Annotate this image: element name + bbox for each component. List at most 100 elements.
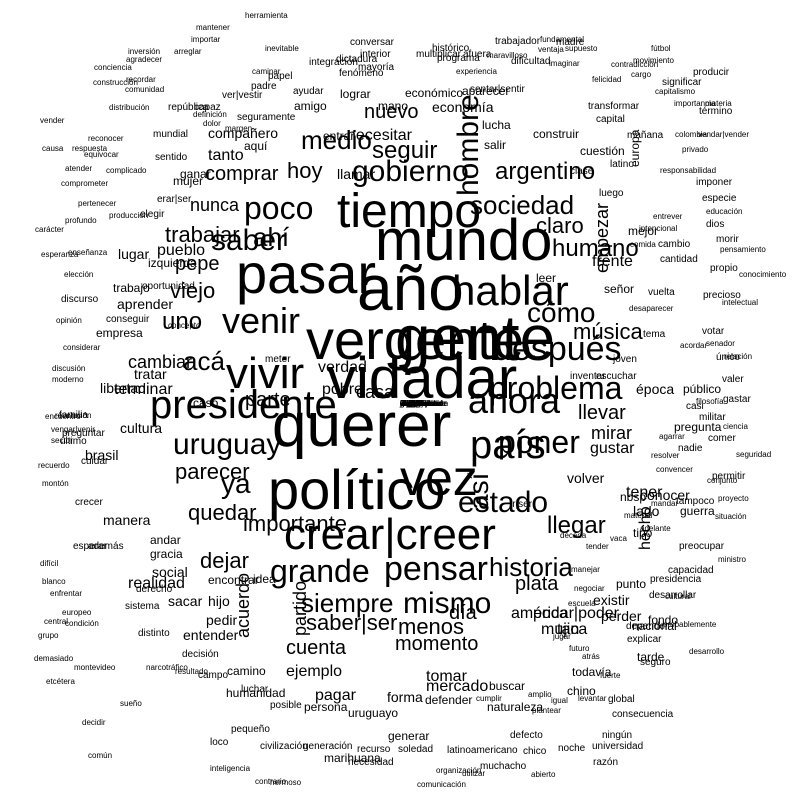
cloud-word: religión <box>400 399 426 408</box>
cloud-word: problema <box>489 370 623 406</box>
cloud-word: distinto <box>138 628 170 639</box>
cloud-word: profundo <box>65 216 97 225</box>
cloud-word: resolver <box>651 451 680 460</box>
cloud-word: enfermedad <box>400 399 443 408</box>
cloud-word: brasil <box>85 447 119 463</box>
cloud-word: reconocer <box>88 134 124 143</box>
cloud-word: sentido <box>155 152 188 163</box>
cloud-word: oportunidad <box>142 281 195 292</box>
cloud-word: hijo <box>208 593 230 609</box>
cloud-word: familia <box>59 410 88 421</box>
cloud-word: convencer <box>656 465 693 474</box>
cloud-word: programa <box>437 53 480 64</box>
cloud-word: ministro <box>718 555 747 564</box>
cloud-word: falta <box>400 399 416 408</box>
cloud-word: preguntar <box>62 428 105 439</box>
cloud-word: cultura <box>120 420 163 436</box>
cloud-word: sentir <box>400 399 420 408</box>
cloud-word: vaca <box>610 534 627 543</box>
cloud-word: momento <box>395 633 479 655</box>
cloud-word: medio <box>301 125 372 155</box>
cloud-word: árbol <box>400 399 418 408</box>
cloud-word: pueblo <box>157 242 206 259</box>
cloud-word: posible <box>270 700 302 711</box>
cloud-word: sentir <box>400 399 420 408</box>
cloud-word: erar|ser <box>157 194 192 205</box>
cloud-word: buscar <box>489 679 526 693</box>
cloud-word: público <box>683 382 722 396</box>
cloud-word: responsabilidad <box>660 166 717 175</box>
cloud-word: uruguay <box>173 428 282 461</box>
cloud-word: república <box>168 102 209 113</box>
cloud-word: relación <box>724 352 753 361</box>
cloud-word: igual <box>551 696 568 705</box>
cloud-word: consecuencia <box>612 709 674 720</box>
cloud-word: comida <box>630 240 656 249</box>
cloud-word: funcionar <box>400 399 433 408</box>
cloud-word: dale <box>400 399 416 408</box>
cloud-word: tradición <box>400 399 431 408</box>
cloud-word: corto <box>400 399 418 408</box>
cloud-word: peso <box>400 399 418 408</box>
cloud-word: juventud <box>400 399 431 408</box>
cloud-word: entrar <box>323 129 355 143</box>
cloud-word: libre <box>400 399 416 408</box>
cloud-word: demasiado <box>34 654 74 663</box>
cloud-word: lomas <box>400 399 422 408</box>
cloud-word: preocupación <box>400 399 449 408</box>
cloud-word: matar <box>400 399 421 408</box>
cloud-word: mujica <box>541 621 588 638</box>
cloud-word: ningún <box>602 730 633 741</box>
cloud-word: después <box>493 330 622 368</box>
cloud-word: tarde <box>637 650 665 664</box>
cloud-word: agarrar <box>659 432 685 441</box>
cloud-word: cerca <box>400 399 420 408</box>
cloud-word: valle <box>400 399 417 408</box>
cloud-word: naturalmente <box>400 399 447 408</box>
cloud-word: gracia <box>150 547 183 561</box>
cloud-word: capital <box>596 114 625 125</box>
cloud-word: llamar <box>337 166 376 182</box>
cloud-word: interés <box>400 399 425 408</box>
cloud-word: meter <box>265 354 291 365</box>
cloud-word: explicar <box>627 634 662 645</box>
cloud-word: gente <box>395 302 556 374</box>
cloud-word: complicado <box>106 166 147 175</box>
cloud-word: parte <box>245 389 291 411</box>
cloud-word: levantar <box>578 694 607 703</box>
cloud-word: mujer <box>173 174 204 188</box>
cloud-word: romper <box>400 399 426 408</box>
cloud-word: abierto <box>531 770 556 779</box>
cloud-word: guerra <box>680 504 715 518</box>
cloud-word: quedar <box>188 500 257 525</box>
cloud-word: perder <box>601 608 642 624</box>
cloud-word: necesitar <box>347 127 412 144</box>
cloud-word: considerar <box>63 343 101 352</box>
cloud-word: llegar <box>547 512 606 539</box>
cloud-word: mercado <box>426 678 489 695</box>
cloud-word: organización <box>436 766 482 775</box>
cloud-word: avanzar <box>400 399 429 408</box>
cloud-word: rey <box>400 399 412 408</box>
cloud-word: pelota <box>400 399 422 408</box>
cloud-word: podar|poder <box>533 605 619 622</box>
cloud-word: siempre <box>301 588 394 618</box>
cloud-word: depender <box>626 621 669 632</box>
cloud-word: cuánto <box>400 399 425 408</box>
cloud-word: música <box>573 319 643 344</box>
cloud-word: crisis <box>400 399 419 408</box>
cloud-word: cabeza <box>400 399 426 408</box>
cloud-word: segundo <box>400 399 431 408</box>
cloud-word: estado <box>458 486 549 519</box>
cloud-word: capaz <box>194 102 221 113</box>
cloud-word: etcétera <box>46 677 75 686</box>
cloud-word: uruguayo <box>348 706 399 720</box>
cloud-word: llevar <box>578 402 626 424</box>
cloud-word: argentino <box>495 158 596 185</box>
cloud-word: todavía <box>572 665 612 679</box>
cloud-word: dólar <box>400 399 418 408</box>
cloud-word: amigo <box>294 99 327 113</box>
cloud-word: respeto <box>400 399 427 408</box>
cloud-word: mirar <box>591 423 632 443</box>
cloud-word: clase <box>570 166 594 177</box>
